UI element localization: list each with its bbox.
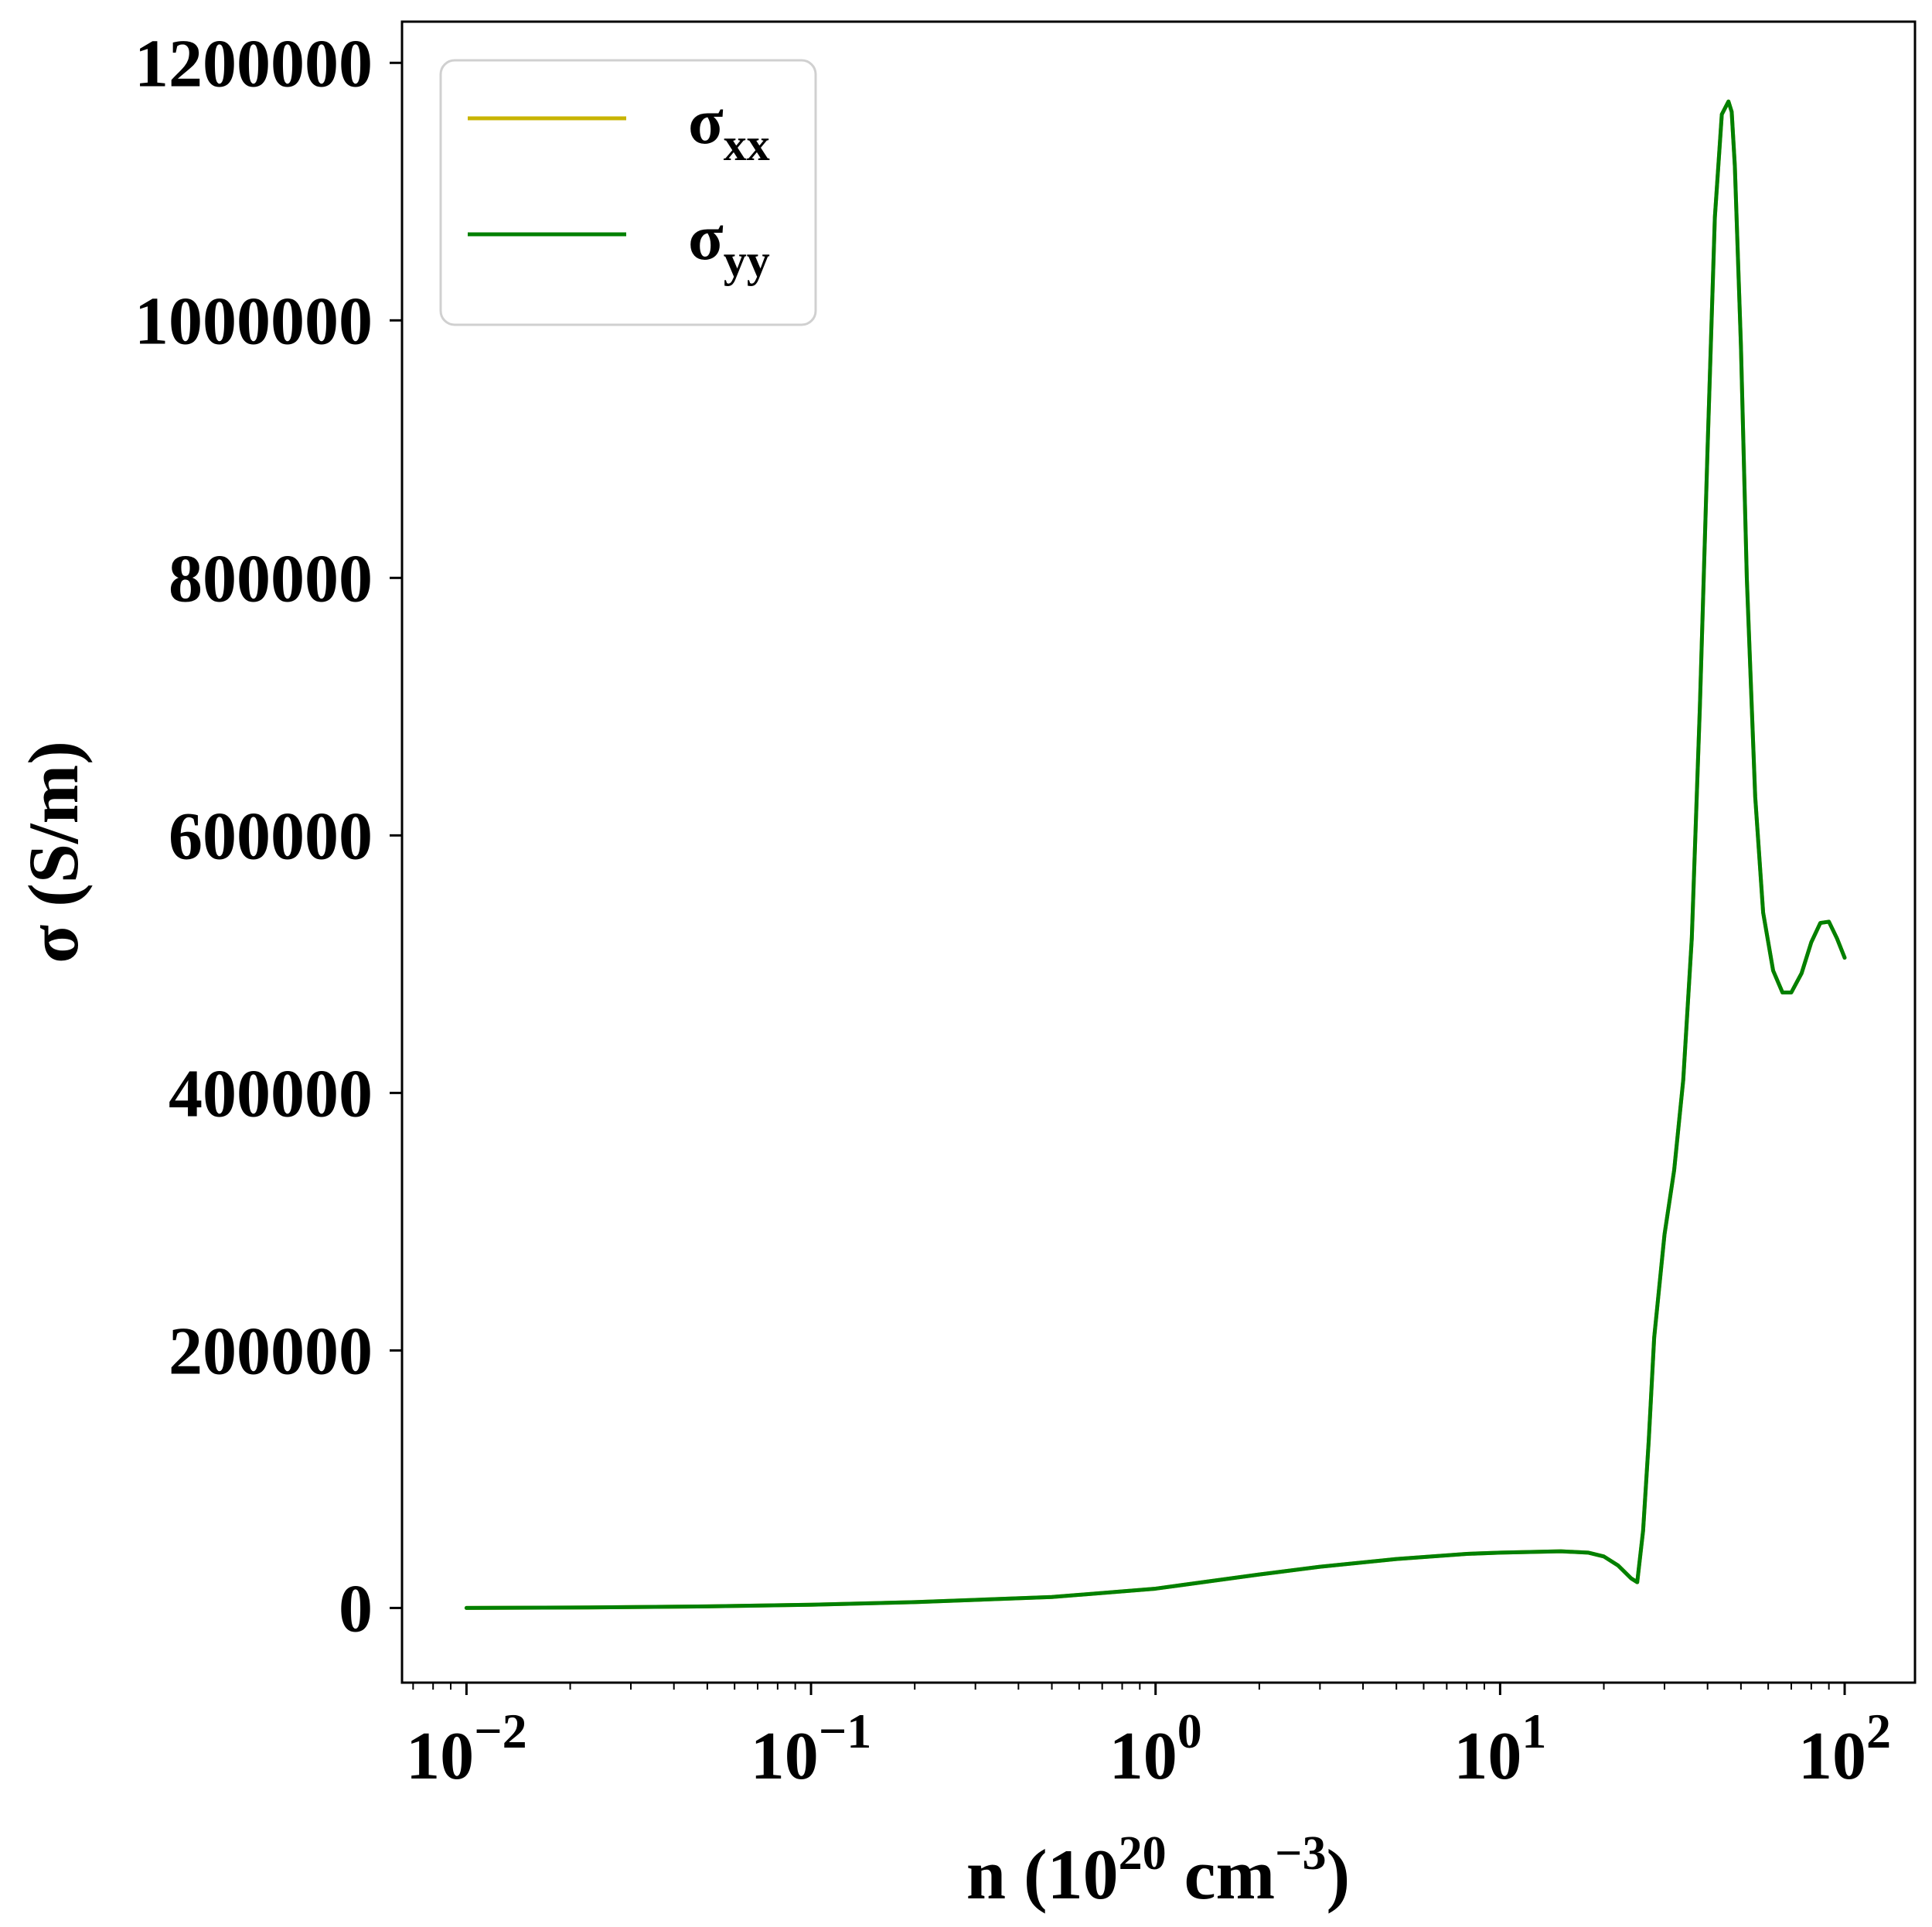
series-layer <box>464 99 1847 1610</box>
ticks-layer: 10−2 10−1 100 101 102 0 200000 400000 600000 8000… <box>135 26 1891 1794</box>
x-tick-label: 10−2 <box>406 1704 526 1794</box>
y-tick-label: 600000 <box>169 799 373 874</box>
y-tick-label: 1200000 <box>135 26 373 101</box>
x-tick-label: 10−1 <box>751 1704 871 1794</box>
x-tick-label: 100 <box>1109 1704 1202 1794</box>
legend-label-xx: σxx <box>688 86 770 170</box>
legend-box <box>439 59 817 326</box>
x-tick-label: 101 <box>1453 1704 1546 1794</box>
x-tick-label: 102 <box>1798 1704 1891 1794</box>
y-tick-label: 0 <box>339 1571 373 1646</box>
legend-label-yy: σyy <box>688 202 770 286</box>
x-axis-label: n (1020 cm−3) <box>966 1827 1350 1914</box>
y-tick-label: 200000 <box>169 1314 373 1389</box>
y-axis-label: σ (S/m) <box>14 741 93 964</box>
legend: σxx σyy <box>439 59 817 326</box>
plot-frame <box>400 20 1917 1684</box>
y-tick-label: 400000 <box>169 1056 373 1131</box>
y-tick-label: 800000 <box>169 541 373 616</box>
y-tick-label: 1000000 <box>135 284 373 359</box>
series-line-yy <box>464 99 1847 1610</box>
